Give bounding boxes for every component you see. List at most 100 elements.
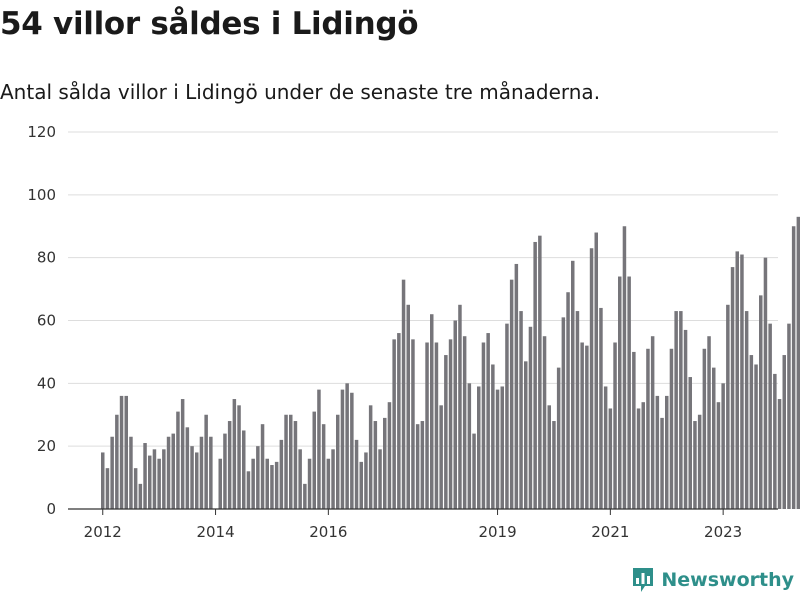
bar <box>176 411 180 509</box>
bar <box>119 395 124 509</box>
bar <box>105 468 110 509</box>
bar <box>246 471 251 509</box>
bar <box>307 458 312 509</box>
brand-logo: Newsworthy <box>631 566 794 594</box>
bar <box>777 399 782 509</box>
bar <box>448 339 453 509</box>
bar <box>293 421 298 509</box>
bar <box>773 373 777 509</box>
bar <box>561 317 566 509</box>
bar <box>782 355 786 509</box>
x-tick-label: 2016 <box>309 523 347 541</box>
bar <box>575 311 580 509</box>
bar <box>406 304 410 509</box>
bar <box>138 483 143 509</box>
bar <box>256 446 260 509</box>
x-tick-label: 2023 <box>704 523 742 541</box>
bar <box>726 304 730 509</box>
bar <box>157 458 161 509</box>
bar <box>260 424 265 509</box>
bar <box>472 433 476 509</box>
bar <box>270 465 274 509</box>
bar <box>730 267 735 509</box>
bar <box>524 361 528 509</box>
bar <box>759 295 763 509</box>
bar <box>509 279 514 509</box>
bar <box>345 383 349 509</box>
bar <box>152 449 157 509</box>
bar <box>430 314 434 509</box>
bar <box>500 386 504 509</box>
bar <box>702 348 707 509</box>
bar <box>467 383 472 509</box>
bar <box>505 323 509 509</box>
bar <box>321 424 326 509</box>
bar <box>101 452 105 509</box>
bar <box>768 323 772 509</box>
bar <box>180 399 185 509</box>
bar <box>251 458 255 509</box>
bar <box>354 439 359 509</box>
bar <box>679 311 683 509</box>
bars <box>101 216 800 510</box>
y-tick-label: 40 <box>37 374 56 392</box>
x-tick-label: 2021 <box>591 523 629 541</box>
bar <box>124 395 128 509</box>
bar <box>218 458 222 509</box>
bar <box>754 364 758 509</box>
bar <box>340 389 345 509</box>
bar <box>491 364 495 509</box>
bar <box>796 216 800 509</box>
bar <box>392 339 396 509</box>
bar <box>387 402 392 509</box>
y-axis-tick-labels: 0 20 40 60 80 100 120 <box>27 123 56 518</box>
bar <box>627 276 631 509</box>
bar <box>495 389 500 509</box>
bar <box>223 433 227 509</box>
bar <box>585 345 589 509</box>
y-tick-label: 0 <box>46 500 56 518</box>
bar <box>697 414 702 509</box>
bar <box>566 292 570 509</box>
bar <box>397 333 401 509</box>
bar <box>462 336 467 509</box>
bar <box>110 436 114 509</box>
bar <box>580 342 584 509</box>
bar <box>477 386 481 509</box>
bar <box>603 386 608 509</box>
bar <box>650 336 655 509</box>
bar <box>552 421 556 509</box>
bar <box>359 461 363 509</box>
bar <box>528 326 533 509</box>
bar <box>791 226 796 509</box>
bar <box>227 421 232 509</box>
bar <box>636 408 641 509</box>
bar <box>533 241 537 510</box>
x-axis-ticks: 2012201420162019202120232025 <box>84 509 742 541</box>
bar <box>237 405 241 509</box>
bar <box>378 449 382 509</box>
bar <box>683 329 688 509</box>
bar <box>514 263 519 509</box>
bar <box>669 348 674 509</box>
bar <box>209 436 213 509</box>
bar <box>411 339 415 509</box>
bar <box>618 276 622 509</box>
bar <box>787 323 791 509</box>
bar <box>453 320 457 509</box>
bar <box>129 436 133 509</box>
bar <box>712 367 716 509</box>
bar <box>368 405 373 509</box>
bar <box>707 336 711 509</box>
bar <box>542 336 547 509</box>
bar <box>622 226 627 509</box>
bar <box>166 436 171 509</box>
bar <box>420 421 425 509</box>
y-tick-label: 120 <box>27 123 56 141</box>
bar <box>556 367 561 509</box>
bar <box>749 355 754 509</box>
bar <box>716 402 721 509</box>
bar <box>185 427 190 509</box>
bar <box>298 449 302 509</box>
bar <box>763 257 768 509</box>
